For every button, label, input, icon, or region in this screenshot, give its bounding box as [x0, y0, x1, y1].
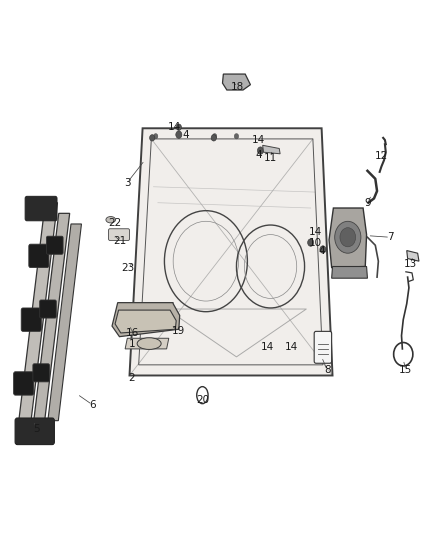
- Text: 2: 2: [128, 373, 135, 383]
- Text: 5: 5: [33, 424, 40, 434]
- Polygon shape: [125, 338, 169, 349]
- Polygon shape: [332, 266, 367, 278]
- Text: 4: 4: [255, 150, 261, 160]
- Circle shape: [335, 221, 361, 253]
- Text: 14: 14: [168, 122, 181, 132]
- Text: 14: 14: [284, 342, 298, 352]
- Polygon shape: [33, 213, 70, 423]
- FancyBboxPatch shape: [40, 300, 56, 318]
- FancyBboxPatch shape: [33, 364, 49, 382]
- Text: 19: 19: [172, 326, 185, 336]
- Polygon shape: [115, 310, 176, 333]
- Circle shape: [150, 135, 155, 141]
- Text: 9: 9: [364, 198, 371, 208]
- Polygon shape: [48, 224, 81, 421]
- Polygon shape: [112, 303, 180, 337]
- FancyBboxPatch shape: [14, 372, 34, 395]
- Polygon shape: [263, 146, 280, 154]
- Polygon shape: [18, 203, 57, 426]
- Text: 8: 8: [324, 365, 331, 375]
- Circle shape: [212, 134, 217, 139]
- Circle shape: [258, 147, 264, 155]
- Text: 15: 15: [399, 365, 413, 375]
- FancyBboxPatch shape: [15, 418, 54, 445]
- FancyBboxPatch shape: [109, 229, 130, 240]
- Text: 18: 18: [231, 82, 244, 92]
- Text: 11: 11: [264, 152, 277, 163]
- FancyBboxPatch shape: [314, 332, 332, 364]
- FancyBboxPatch shape: [25, 196, 57, 221]
- Text: 4: 4: [182, 130, 189, 140]
- Ellipse shape: [137, 338, 161, 350]
- Polygon shape: [223, 74, 251, 90]
- Text: 1: 1: [128, 338, 135, 349]
- Text: 6: 6: [89, 400, 95, 410]
- Text: 13: 13: [403, 259, 417, 269]
- Polygon shape: [130, 128, 332, 375]
- Text: 14: 14: [261, 342, 274, 352]
- Text: 14: 14: [308, 227, 321, 237]
- Text: 4: 4: [318, 246, 325, 255]
- Text: 14: 14: [252, 135, 265, 145]
- Polygon shape: [407, 251, 419, 261]
- Circle shape: [340, 228, 356, 247]
- Text: 3: 3: [124, 177, 131, 188]
- Text: 23: 23: [122, 263, 135, 272]
- Text: 10: 10: [308, 238, 321, 247]
- Polygon shape: [329, 208, 367, 268]
- Circle shape: [307, 239, 314, 246]
- FancyBboxPatch shape: [21, 308, 41, 332]
- Text: 7: 7: [387, 232, 393, 243]
- Circle shape: [234, 134, 239, 139]
- Text: 20: 20: [196, 395, 209, 406]
- Text: 12: 12: [375, 151, 388, 161]
- FancyBboxPatch shape: [46, 236, 63, 254]
- Text: 22: 22: [109, 218, 122, 228]
- Circle shape: [211, 135, 216, 141]
- Circle shape: [153, 134, 158, 139]
- FancyBboxPatch shape: [29, 244, 49, 268]
- Circle shape: [176, 131, 182, 139]
- Text: 16: 16: [126, 328, 139, 338]
- Text: 21: 21: [113, 236, 126, 246]
- Circle shape: [176, 124, 181, 131]
- Circle shape: [320, 246, 326, 253]
- Ellipse shape: [106, 216, 116, 223]
